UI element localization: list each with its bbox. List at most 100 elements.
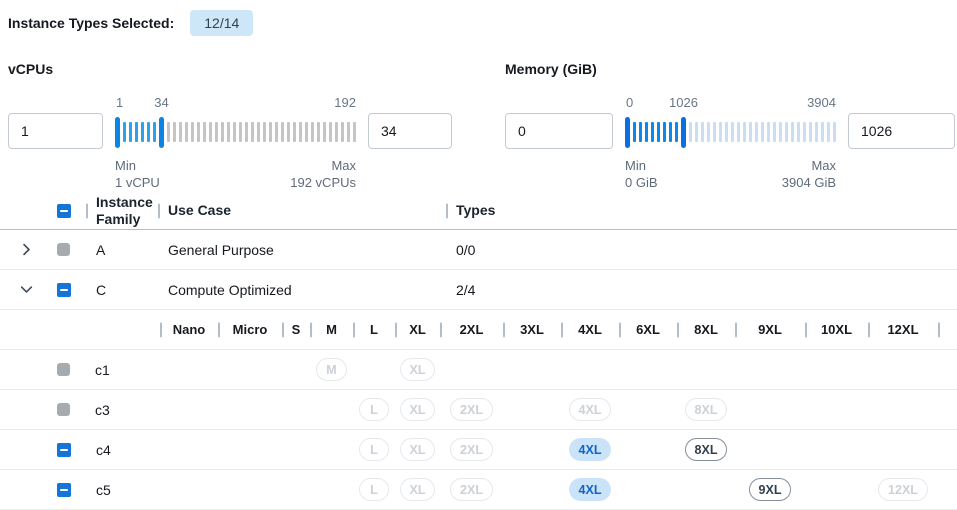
size-cell-4xl: 4XL <box>561 430 619 469</box>
size-cell-nano <box>160 470 218 509</box>
slider-tick <box>221 122 224 142</box>
memory-scale-min-label: 0 <box>626 95 634 110</box>
use-case: General Purpose <box>168 241 274 258</box>
instance-checkbox-c1 <box>57 363 70 376</box>
size-column-header-2xl: 2XL <box>440 310 503 349</box>
chevron-right-icon[interactable] <box>0 230 48 269</box>
slider-tick <box>257 122 260 142</box>
size-cell-10xl <box>805 350 868 389</box>
slider-tick <box>239 122 242 142</box>
size-cell-xl: XL <box>395 430 440 469</box>
selection-summary: Instance Types Selected: 12/14 <box>0 0 957 38</box>
size-cell-l: L <box>353 430 395 469</box>
size-pill-c4-8xl[interactable]: 8XL <box>684 438 728 461</box>
size-cell-3xl <box>503 350 561 389</box>
size-pill-c1-xl: XL <box>399 358 436 381</box>
size-column-header-8xl: 8XL <box>677 310 735 349</box>
size-cell-s <box>282 430 310 469</box>
slider-tick <box>827 122 830 142</box>
slider-tick <box>737 122 740 142</box>
size-cell-4xl <box>561 350 619 389</box>
size-cell-nano <box>160 350 218 389</box>
row-trailing-spacer <box>938 470 957 509</box>
instance-row-left-cell: c4 <box>0 430 160 469</box>
size-pill-c3-l: L <box>359 398 389 421</box>
family-checkbox-c[interactable] <box>57 282 71 297</box>
size-cell-l: L <box>353 390 395 429</box>
family-name: A <box>96 241 106 258</box>
slider-tick <box>191 122 194 142</box>
memory-max-input[interactable] <box>848 113 955 149</box>
slider-tick <box>689 122 692 142</box>
slider-tick <box>669 122 672 142</box>
selection-count-badge: 12/14 <box>190 10 254 36</box>
use-case: Compute Optimized <box>168 281 292 298</box>
size-cell-8xl: 8XL <box>677 430 735 469</box>
memory-scale-max-label: 3904 <box>807 95 836 110</box>
size-cell-nano <box>160 430 218 469</box>
size-cell-9xl: 9XL <box>735 470 805 509</box>
memory-max-value: 3904 GiB <box>781 175 836 190</box>
slider-tick <box>633 122 636 142</box>
vcpu-scale-min-label: 1 <box>116 95 124 110</box>
slider-tick <box>701 122 704 142</box>
vcpu-max-value: 192 vCPUs <box>290 175 356 190</box>
size-cell-xl: XL <box>395 390 440 429</box>
size-cell-2xl: 2XL <box>440 390 503 429</box>
size-cell-l <box>353 350 395 389</box>
size-cell-s <box>282 470 310 509</box>
slider-tick <box>791 122 794 142</box>
slider-tick <box>815 122 818 142</box>
slider-tick <box>263 122 266 142</box>
select-all-cell <box>48 192 86 229</box>
chevron-down-icon[interactable] <box>0 270 48 309</box>
instance-row-c5: c5 L XL 2XL 4XL 9XL 12XL <box>0 470 957 510</box>
size-cell-10xl <box>805 430 868 469</box>
slider-tick <box>821 122 824 142</box>
slider-tick <box>639 122 642 142</box>
vcpu-max-input[interactable] <box>368 113 452 149</box>
family-checkbox-a <box>57 243 70 256</box>
instance-checkbox-c4[interactable] <box>57 442 71 457</box>
slider-tick <box>663 122 666 142</box>
column-header-use-case: Use Case <box>158 192 446 229</box>
row-trailing-spacer <box>938 430 957 469</box>
instance-row-left-cell: c1 <box>0 350 160 389</box>
size-pill-c1-m: M <box>316 358 347 381</box>
size-header-row: Nano Micro S M L XL 2XL 3XL 4XL 6XL 8XL 9XL 10XL 12XL <box>0 310 957 350</box>
slider-tick <box>203 122 206 142</box>
size-column-header-xl: XL <box>395 310 440 349</box>
slider-handle[interactable] <box>681 116 686 148</box>
select-all-checkbox[interactable] <box>57 203 71 218</box>
size-column-header-s: S <box>282 310 310 349</box>
size-cell-8xl: 8XL <box>677 390 735 429</box>
size-pill-c5-9xl[interactable]: 9XL <box>748 478 792 501</box>
size-cell-micro <box>218 430 282 469</box>
slider-handle[interactable] <box>159 116 164 148</box>
size-cell-10xl <box>805 470 868 509</box>
slider-tick <box>353 122 356 142</box>
memory-slider-track[interactable] <box>625 115 836 149</box>
instance-checkbox-c3 <box>57 403 70 416</box>
slider-tick <box>209 122 212 142</box>
memory-scale-current-label: 1026 <box>669 95 698 110</box>
memory-min-input[interactable] <box>505 113 613 149</box>
slider-tick <box>719 122 722 142</box>
size-cell-6xl <box>619 430 677 469</box>
slider-handle[interactable] <box>625 116 630 148</box>
size-cell-l: L <box>353 470 395 509</box>
size-cell-8xl <box>677 350 735 389</box>
size-cell-12xl <box>868 430 938 469</box>
size-cell-nano <box>160 390 218 429</box>
instance-row-c4: c4 L XL 2XL 4XL 8XL <box>0 430 957 470</box>
size-pill-c4-l: L <box>359 438 389 461</box>
size-pill-c5-4xl[interactable]: 4XL <box>568 478 612 501</box>
slider-tick <box>275 122 278 142</box>
vcpu-slider-track[interactable] <box>115 115 356 149</box>
family-row-a: A General Purpose 0/0 <box>0 230 957 270</box>
vcpu-scale-current-label: 34 <box>154 95 169 110</box>
instance-checkbox-c5[interactable] <box>57 482 71 497</box>
size-pill-c4-4xl[interactable]: 4XL <box>568 438 612 461</box>
vcpu-min-input[interactable] <box>8 113 103 149</box>
slider-handle[interactable] <box>115 116 120 148</box>
